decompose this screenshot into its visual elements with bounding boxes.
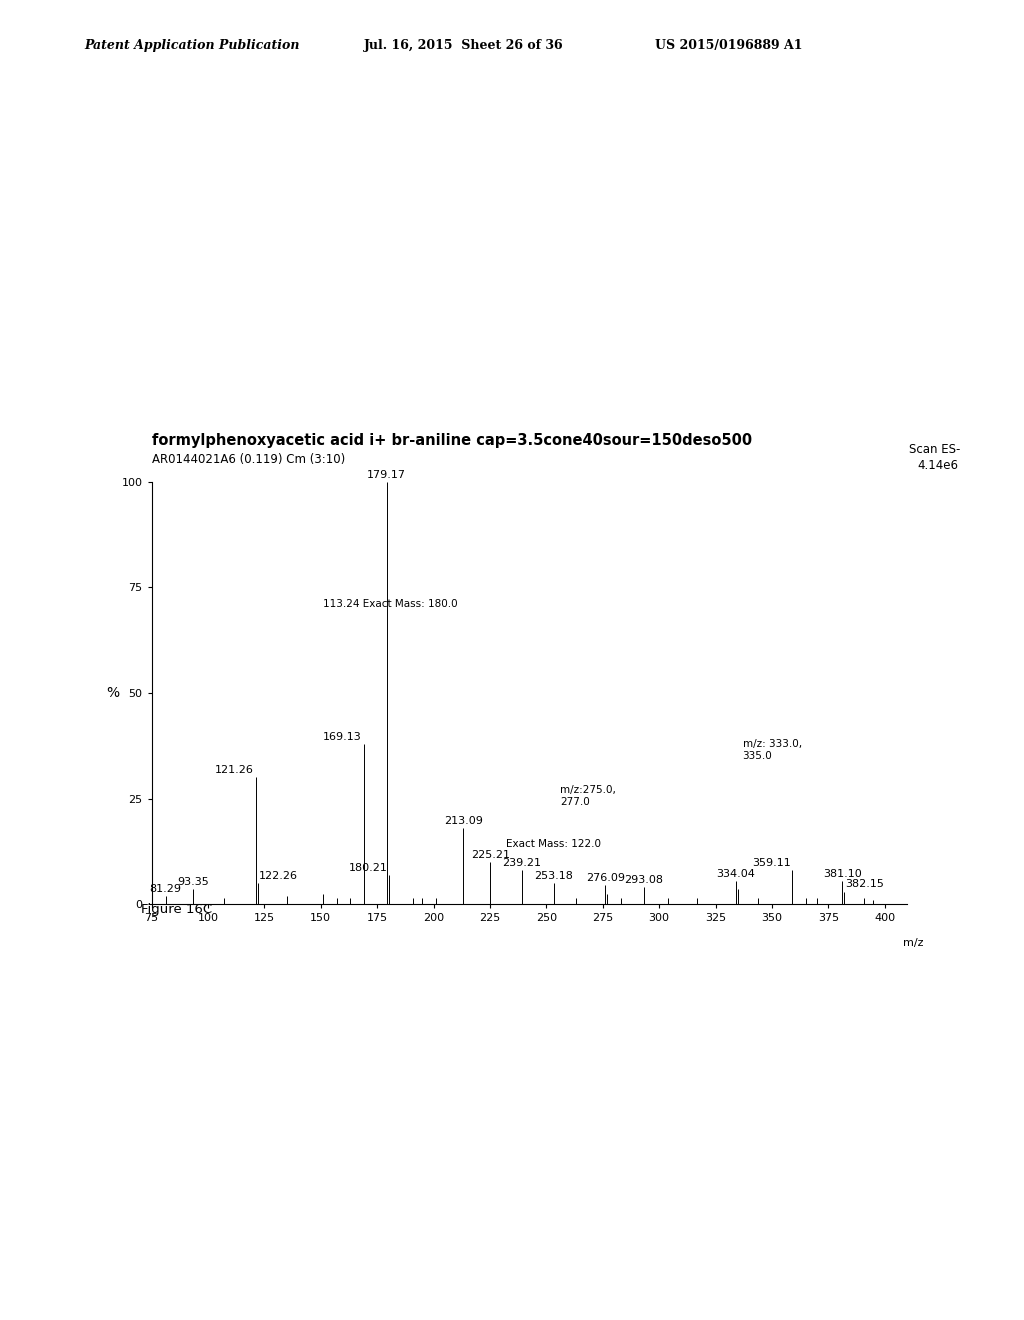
- Text: 213.09: 213.09: [443, 816, 482, 826]
- Text: 169.13: 169.13: [323, 731, 361, 742]
- Text: US 2015/0196889 A1: US 2015/0196889 A1: [655, 38, 803, 51]
- Text: 121.26: 121.26: [215, 766, 254, 775]
- Text: formylphenoxyacetic acid i+ br-aniline cap=3.5cone40sour=150deso500: formylphenoxyacetic acid i+ br-aniline c…: [152, 433, 752, 447]
- Text: 4.14e6: 4.14e6: [918, 458, 958, 471]
- Text: 276.09: 276.09: [586, 873, 625, 883]
- Text: AR0144021A6 (0.119) Cm (3:10): AR0144021A6 (0.119) Cm (3:10): [152, 453, 345, 466]
- Text: Jul. 16, 2015  Sheet 26 of 36: Jul. 16, 2015 Sheet 26 of 36: [364, 38, 563, 51]
- Text: 81.29: 81.29: [150, 883, 181, 894]
- Text: 334.04: 334.04: [717, 869, 756, 879]
- Text: 180.21: 180.21: [349, 862, 388, 873]
- Text: m/z: m/z: [903, 939, 924, 948]
- Text: 122.26: 122.26: [259, 871, 298, 880]
- Text: 253.18: 253.18: [535, 871, 573, 880]
- Text: 93.35: 93.35: [177, 878, 209, 887]
- Text: Exact Mass: 122.0: Exact Mass: 122.0: [506, 840, 601, 849]
- Text: 359.11: 359.11: [753, 858, 792, 869]
- Text: Scan ES-: Scan ES-: [909, 442, 961, 455]
- Text: Patent Application Publication: Patent Application Publication: [84, 38, 299, 51]
- Text: 239.21: 239.21: [503, 858, 542, 869]
- Text: 225.21: 225.21: [471, 850, 510, 859]
- Text: m/z: 333.0,
335.0: m/z: 333.0, 335.0: [742, 739, 802, 760]
- Text: m/z:275.0,
277.0: m/z:275.0, 277.0: [560, 785, 615, 807]
- Text: 382.15: 382.15: [846, 879, 885, 890]
- Y-axis label: %: %: [106, 686, 120, 700]
- Text: 293.08: 293.08: [624, 875, 663, 886]
- Text: 179.17: 179.17: [367, 470, 407, 479]
- Text: Figure 16C: Figure 16C: [141, 903, 212, 916]
- Text: 381.10: 381.10: [822, 869, 861, 879]
- Text: 113.24 Exact Mass: 180.0: 113.24 Exact Mass: 180.0: [323, 598, 458, 609]
